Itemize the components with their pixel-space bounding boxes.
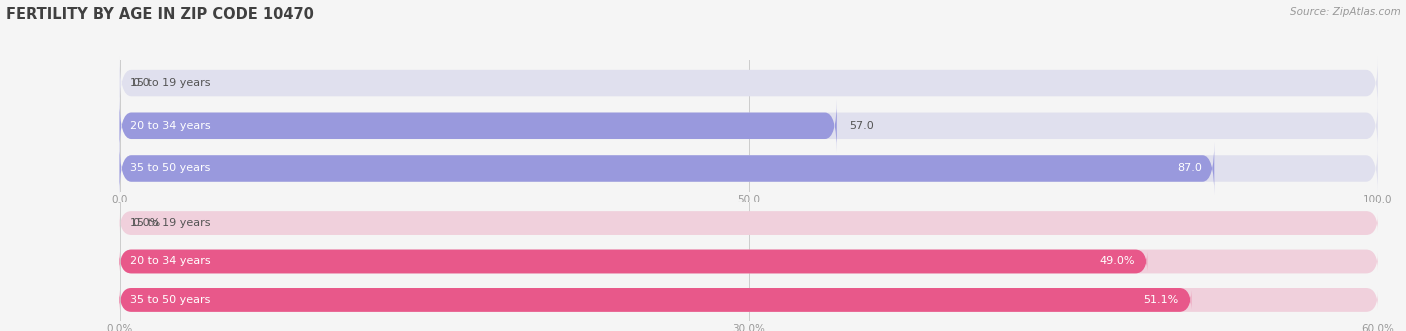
Text: 57.0: 57.0 bbox=[849, 121, 875, 131]
FancyBboxPatch shape bbox=[120, 99, 837, 152]
Text: 15 to 19 years: 15 to 19 years bbox=[129, 78, 209, 88]
FancyBboxPatch shape bbox=[120, 142, 1378, 195]
FancyBboxPatch shape bbox=[120, 99, 1378, 152]
FancyBboxPatch shape bbox=[120, 57, 1378, 110]
FancyBboxPatch shape bbox=[120, 142, 1215, 195]
Text: 0.0%: 0.0% bbox=[132, 218, 160, 228]
FancyBboxPatch shape bbox=[120, 250, 1147, 273]
Text: 35 to 50 years: 35 to 50 years bbox=[129, 295, 209, 305]
Text: 49.0%: 49.0% bbox=[1099, 257, 1135, 266]
Text: 0.0: 0.0 bbox=[132, 78, 149, 88]
FancyBboxPatch shape bbox=[120, 250, 1378, 273]
FancyBboxPatch shape bbox=[120, 288, 1378, 312]
Text: 20 to 34 years: 20 to 34 years bbox=[129, 121, 211, 131]
Text: 51.1%: 51.1% bbox=[1143, 295, 1178, 305]
Text: 15 to 19 years: 15 to 19 years bbox=[129, 218, 209, 228]
Text: 87.0: 87.0 bbox=[1177, 164, 1202, 173]
Text: FERTILITY BY AGE IN ZIP CODE 10470: FERTILITY BY AGE IN ZIP CODE 10470 bbox=[6, 7, 314, 22]
Text: 20 to 34 years: 20 to 34 years bbox=[129, 257, 211, 266]
FancyBboxPatch shape bbox=[120, 211, 1378, 235]
FancyBboxPatch shape bbox=[120, 288, 1191, 312]
Text: Source: ZipAtlas.com: Source: ZipAtlas.com bbox=[1289, 7, 1400, 17]
Text: 35 to 50 years: 35 to 50 years bbox=[129, 164, 209, 173]
